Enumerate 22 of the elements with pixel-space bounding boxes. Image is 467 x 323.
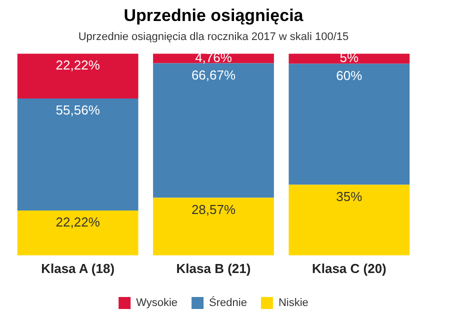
bar bbox=[288, 64, 410, 185]
x-tick-label: Klasa B (21) bbox=[176, 260, 251, 276]
bar bbox=[153, 198, 274, 256]
legend-label: Niskie bbox=[278, 297, 308, 310]
bar bbox=[153, 63, 274, 198]
data-label: 28,57% bbox=[191, 202, 236, 217]
bar bbox=[17, 54, 138, 98]
bar bbox=[288, 184, 410, 256]
data-label: 55,56% bbox=[56, 102, 100, 118]
data-label: 66,67% bbox=[191, 67, 236, 82]
bar bbox=[17, 98, 138, 211]
x-tick-label: Klasa C (20) bbox=[312, 260, 386, 276]
data-label: 22,22% bbox=[56, 58, 100, 73]
bar bbox=[17, 210, 138, 256]
data-label: 60% bbox=[336, 68, 363, 83]
data-label: 35% bbox=[336, 188, 363, 204]
legend-label: Wysokie bbox=[136, 297, 178, 310]
x-tick-label: Klasa A (18) bbox=[41, 260, 115, 276]
chart-subtitle: Uprzednie osiągnięcia dla rocznika 2017 w skali 100/15 bbox=[78, 31, 349, 44]
data-label: 22,22% bbox=[56, 214, 100, 230]
legend-label: Średnie bbox=[209, 296, 247, 310]
chart-title: Uprzednie osiągnięcia bbox=[124, 6, 304, 25]
